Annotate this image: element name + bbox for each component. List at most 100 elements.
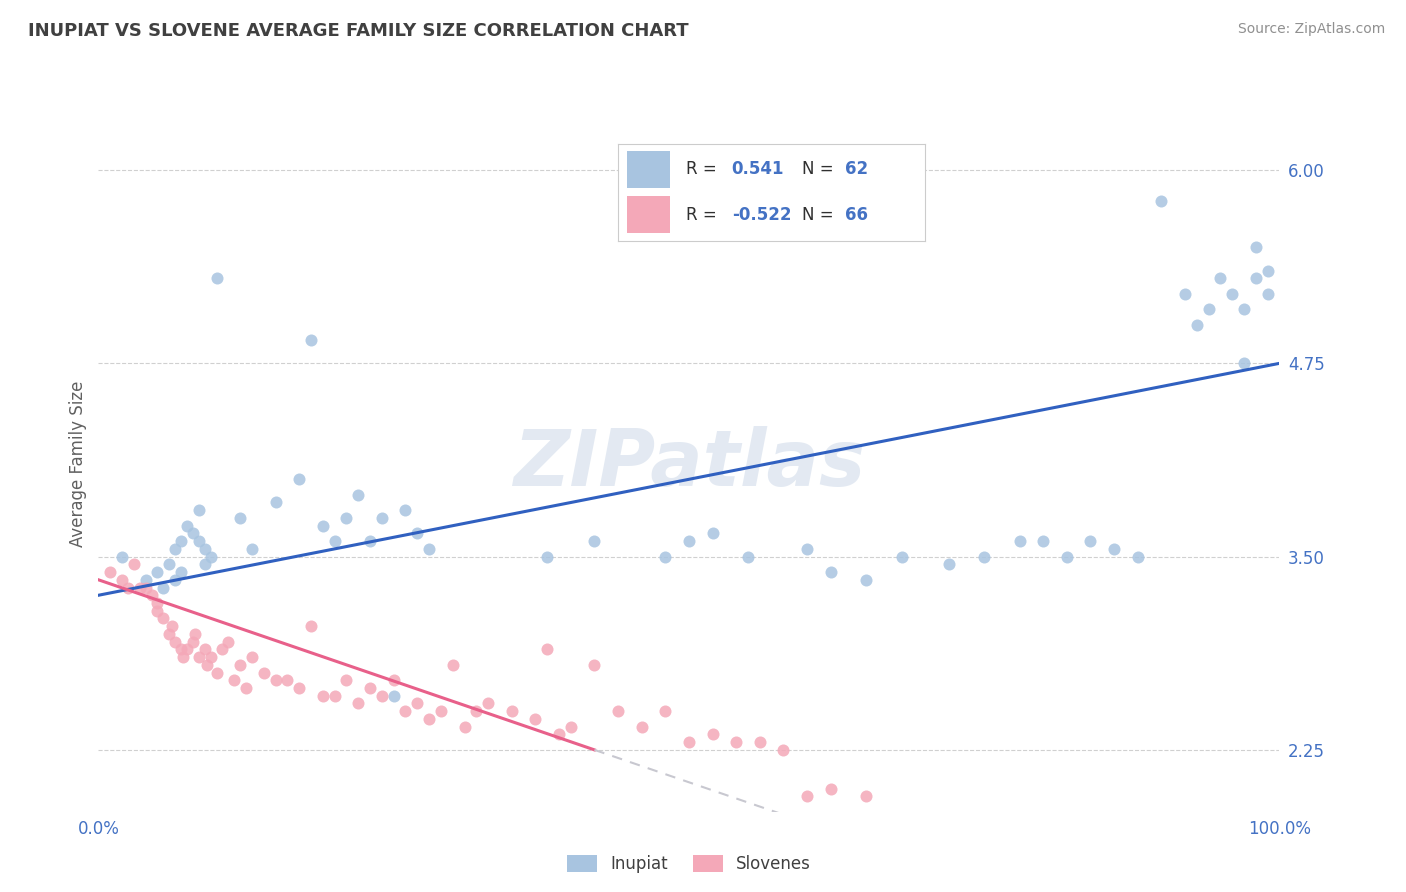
Point bbox=[1080, 534, 1102, 549]
Point bbox=[98, 565, 121, 579]
Point bbox=[548, 727, 571, 741]
Point bbox=[441, 657, 464, 672]
Point bbox=[1220, 286, 1243, 301]
Point bbox=[501, 704, 523, 718]
Point bbox=[855, 573, 877, 587]
Point bbox=[371, 511, 394, 525]
Point bbox=[288, 681, 311, 695]
Text: 62: 62 bbox=[845, 161, 869, 178]
Point bbox=[477, 697, 499, 711]
Point bbox=[1102, 541, 1125, 556]
Point bbox=[1257, 263, 1279, 277]
Point bbox=[117, 581, 139, 595]
Point bbox=[165, 634, 187, 648]
Point bbox=[359, 534, 381, 549]
Point bbox=[152, 581, 174, 595]
Point bbox=[111, 549, 134, 564]
Point bbox=[135, 573, 157, 587]
Legend: Inupiat, Slovenes: Inupiat, Slovenes bbox=[560, 848, 818, 880]
Point bbox=[146, 604, 169, 618]
FancyBboxPatch shape bbox=[627, 151, 671, 187]
Point bbox=[796, 541, 818, 556]
Point bbox=[217, 634, 239, 648]
Point bbox=[820, 565, 842, 579]
Point bbox=[200, 650, 222, 665]
Point bbox=[607, 704, 630, 718]
Point bbox=[184, 627, 207, 641]
Point bbox=[748, 735, 770, 749]
Text: Source: ZipAtlas.com: Source: ZipAtlas.com bbox=[1237, 22, 1385, 37]
Point bbox=[323, 534, 346, 549]
Point bbox=[224, 673, 246, 688]
Point bbox=[187, 503, 209, 517]
Point bbox=[678, 534, 700, 549]
Point bbox=[1244, 240, 1267, 254]
Point bbox=[1056, 549, 1078, 564]
Point bbox=[181, 634, 204, 648]
Point bbox=[176, 642, 198, 657]
Text: INUPIAT VS SLOVENE AVERAGE FAMILY SIZE CORRELATION CHART: INUPIAT VS SLOVENE AVERAGE FAMILY SIZE C… bbox=[28, 22, 689, 40]
Point bbox=[299, 619, 322, 633]
Point bbox=[430, 704, 453, 718]
Point bbox=[796, 789, 818, 804]
Point bbox=[1174, 286, 1197, 301]
Point bbox=[160, 619, 183, 633]
Point bbox=[288, 472, 311, 486]
Point bbox=[394, 704, 416, 718]
Point bbox=[276, 673, 298, 688]
Point bbox=[382, 673, 405, 688]
Point bbox=[1126, 549, 1149, 564]
Point bbox=[200, 549, 222, 564]
Point bbox=[335, 673, 357, 688]
Point bbox=[264, 673, 287, 688]
Point bbox=[418, 712, 440, 726]
Point bbox=[524, 712, 547, 726]
Point bbox=[194, 558, 217, 572]
Text: R =: R = bbox=[686, 161, 721, 178]
Point bbox=[312, 518, 335, 533]
Point bbox=[312, 689, 335, 703]
Point bbox=[181, 526, 204, 541]
Point bbox=[194, 642, 217, 657]
Point bbox=[890, 549, 912, 564]
Point bbox=[323, 689, 346, 703]
Point bbox=[240, 650, 263, 665]
Point bbox=[152, 611, 174, 625]
Point bbox=[170, 565, 193, 579]
Point bbox=[560, 720, 582, 734]
Point bbox=[630, 720, 652, 734]
Point bbox=[1233, 356, 1256, 370]
Point bbox=[135, 581, 157, 595]
Point bbox=[205, 665, 228, 680]
Point bbox=[678, 735, 700, 749]
Point bbox=[406, 526, 429, 541]
Point bbox=[146, 565, 169, 579]
Point bbox=[195, 657, 218, 672]
Point bbox=[170, 534, 193, 549]
Point bbox=[165, 541, 187, 556]
Point bbox=[335, 511, 357, 525]
Point bbox=[111, 573, 134, 587]
Point bbox=[453, 720, 475, 734]
Point bbox=[772, 743, 794, 757]
Text: N =: N = bbox=[803, 206, 839, 224]
Y-axis label: Average Family Size: Average Family Size bbox=[69, 381, 87, 547]
Point bbox=[172, 650, 194, 665]
Point bbox=[170, 642, 193, 657]
Point bbox=[855, 789, 877, 804]
FancyBboxPatch shape bbox=[627, 196, 671, 234]
Point bbox=[1008, 534, 1031, 549]
Text: N =: N = bbox=[803, 161, 839, 178]
Point bbox=[187, 650, 209, 665]
Point bbox=[583, 657, 606, 672]
Point bbox=[122, 558, 145, 572]
Point bbox=[264, 495, 287, 509]
Text: 0.541: 0.541 bbox=[731, 161, 785, 178]
Text: R =: R = bbox=[686, 206, 721, 224]
Point bbox=[465, 704, 488, 718]
Text: 66: 66 bbox=[845, 206, 869, 224]
Point bbox=[1244, 271, 1267, 285]
Point bbox=[194, 541, 217, 556]
Point bbox=[205, 271, 228, 285]
Point bbox=[820, 781, 842, 796]
